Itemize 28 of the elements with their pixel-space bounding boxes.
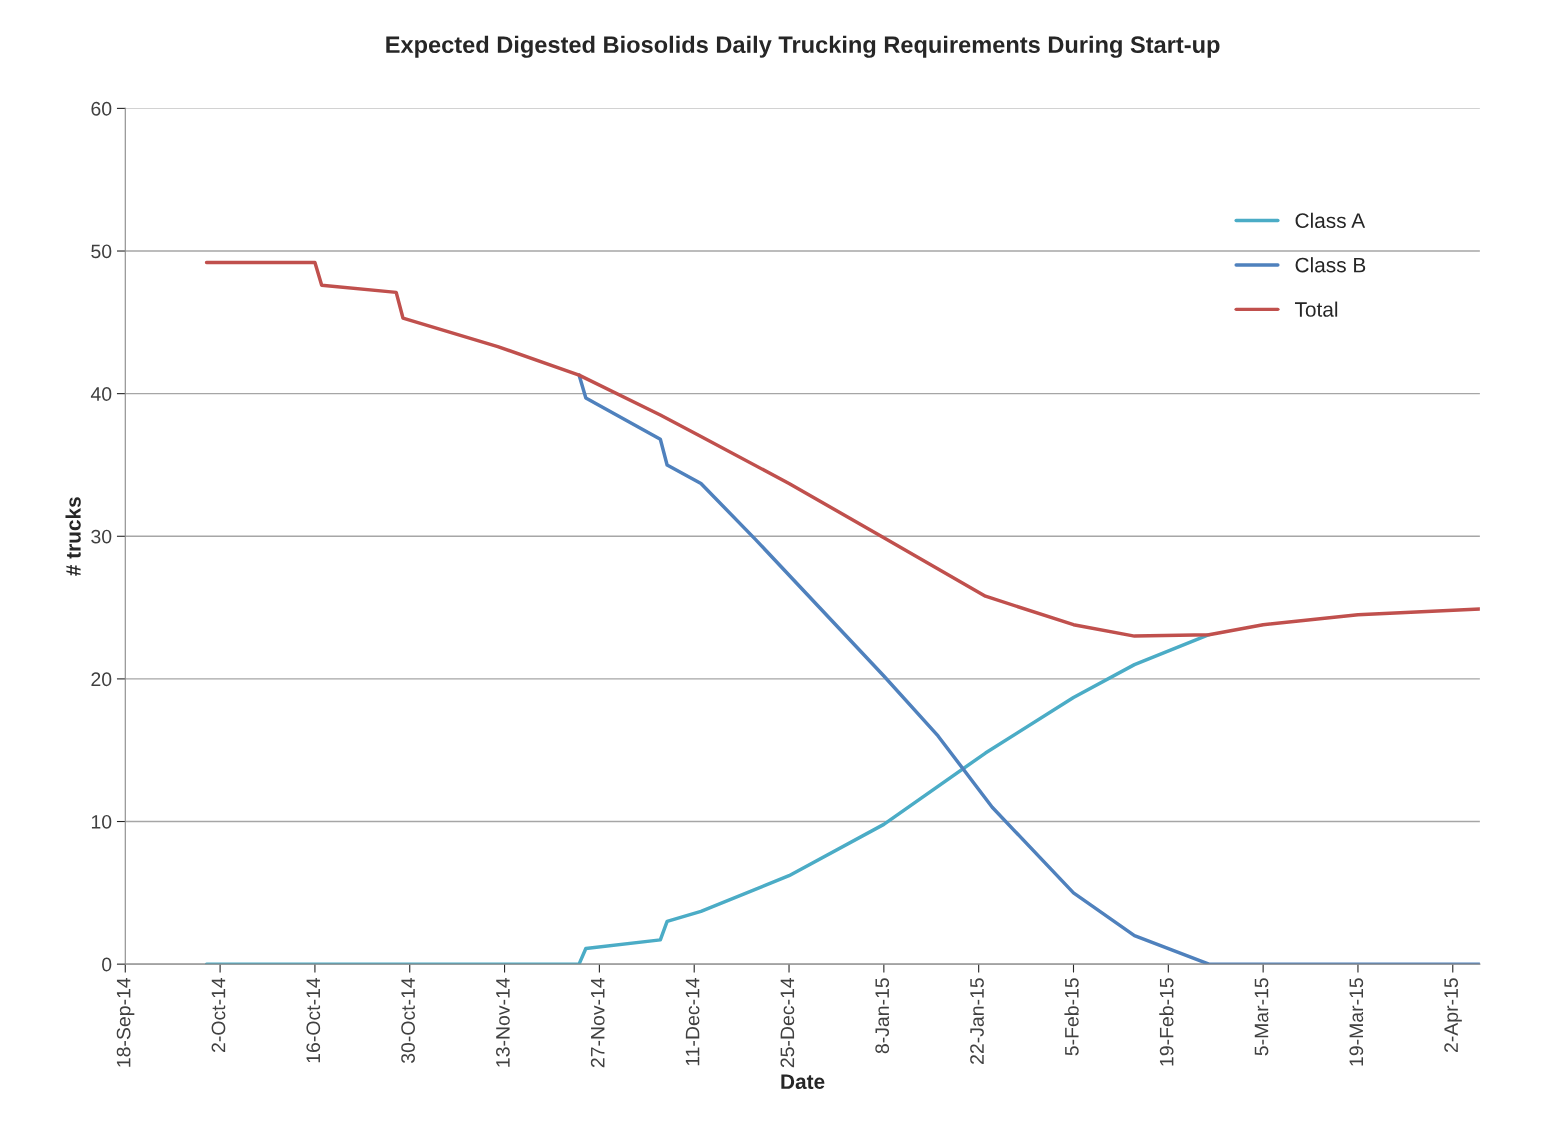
- x-tick-label: 13-Nov-14: [496, 977, 510, 1067]
- x-tick-label: 27-Nov-14: [590, 977, 605, 1068]
- y-tick-label: 30: [91, 529, 112, 544]
- x-tick-label: 19-Mar-15: [1349, 978, 1364, 1066]
- y-tick-label: 10: [91, 814, 112, 829]
- x-axis-title: Date: [781, 1074, 825, 1089]
- x-tick-label: 5-Mar-15: [1254, 978, 1269, 1056]
- x-tick-label: 2-Oct-14: [211, 977, 226, 1052]
- x-tick-label: 5-Feb-15: [1064, 978, 1079, 1056]
- y-tick-label: 50: [91, 244, 112, 259]
- x-tick-label: 16-Oct-14: [306, 977, 321, 1063]
- x-tick-label: 8-Jan-15: [875, 978, 890, 1054]
- legend-label: Class A: [1295, 212, 1366, 229]
- y-tick-label: 40: [90, 387, 112, 401]
- x-tick-label: 22-Jan-15: [970, 978, 984, 1064]
- x-tick-label: 18-Sep-14: [116, 977, 135, 1067]
- chart-title: Expected Digested Biosolids Daily Trucking Requirements During Start-up: [386, 35, 1220, 58]
- y-tick-label: 20: [91, 672, 112, 687]
- legend-label: Total: [1294, 301, 1338, 317]
- y-axis-title: # trucks: [65, 497, 81, 576]
- y-tick-label: 0: [102, 957, 112, 972]
- x-tick-label: 2-Apr-15: [1444, 978, 1462, 1053]
- x-tick-label: 25-Dec-14: [780, 977, 795, 1068]
- legend-label: Class B: [1295, 257, 1366, 273]
- x-tick-label: 19-Feb-15: [1159, 978, 1174, 1066]
- x-tick-label: 11-Dec-14: [685, 977, 700, 1066]
- y-tick-label: 60: [91, 101, 112, 116]
- x-tick-label: 30-Oct-14: [401, 977, 415, 1064]
